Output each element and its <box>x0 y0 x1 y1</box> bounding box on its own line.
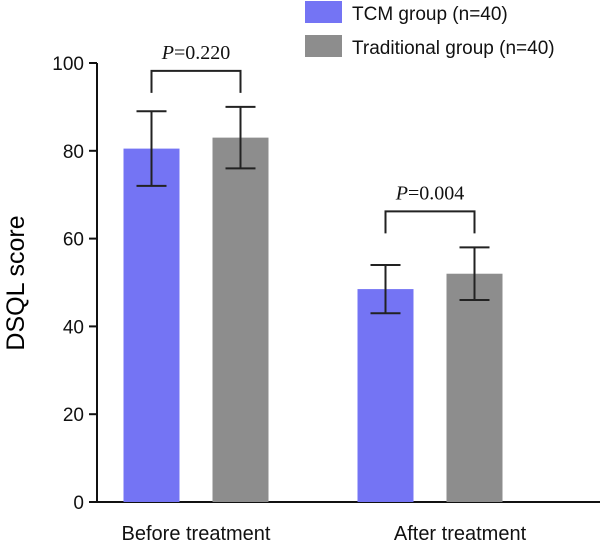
bar-tcm-after <box>357 289 414 502</box>
bars <box>123 137 503 503</box>
y-tick-label-100: 100 <box>52 54 84 75</box>
legend-swatch-traditional <box>305 35 342 57</box>
y-axis-label: DSQL score <box>2 215 30 350</box>
y-axis-ticks: 0 20 40 60 80 100 <box>52 54 97 514</box>
bar-tcm-before <box>123 148 180 503</box>
significance-bracket-after <box>384 210 476 234</box>
y-tick-label-20: 20 <box>63 405 84 426</box>
y-tick-label-40: 40 <box>63 317 84 338</box>
bar-traditional-after <box>446 273 503 502</box>
legend-label-tcm: TCM group (n=40) <box>352 4 508 25</box>
p-value-label-before: P=0.220 <box>161 42 231 64</box>
y-tick-label-60: 60 <box>63 230 84 251</box>
category-label-after: After treatment <box>394 523 527 545</box>
y-tick-label-0: 0 <box>73 493 84 514</box>
significance-bracket-before <box>150 69 242 93</box>
legend-label-traditional: Traditional group (n=40) <box>352 38 555 59</box>
p-value-label-after: P=0.004 <box>395 182 465 204</box>
legend-swatch-tcm <box>305 1 342 23</box>
legend: TCM group (n=40) Traditional group (n=40… <box>305 1 555 59</box>
error-bars <box>136 105 490 315</box>
y-tick-label-80: 80 <box>63 142 84 163</box>
bar-traditional-before <box>212 137 269 502</box>
significance-annotations: P=0.220 P=0.004 <box>150 42 476 234</box>
category-label-before: Before treatment <box>122 523 271 545</box>
